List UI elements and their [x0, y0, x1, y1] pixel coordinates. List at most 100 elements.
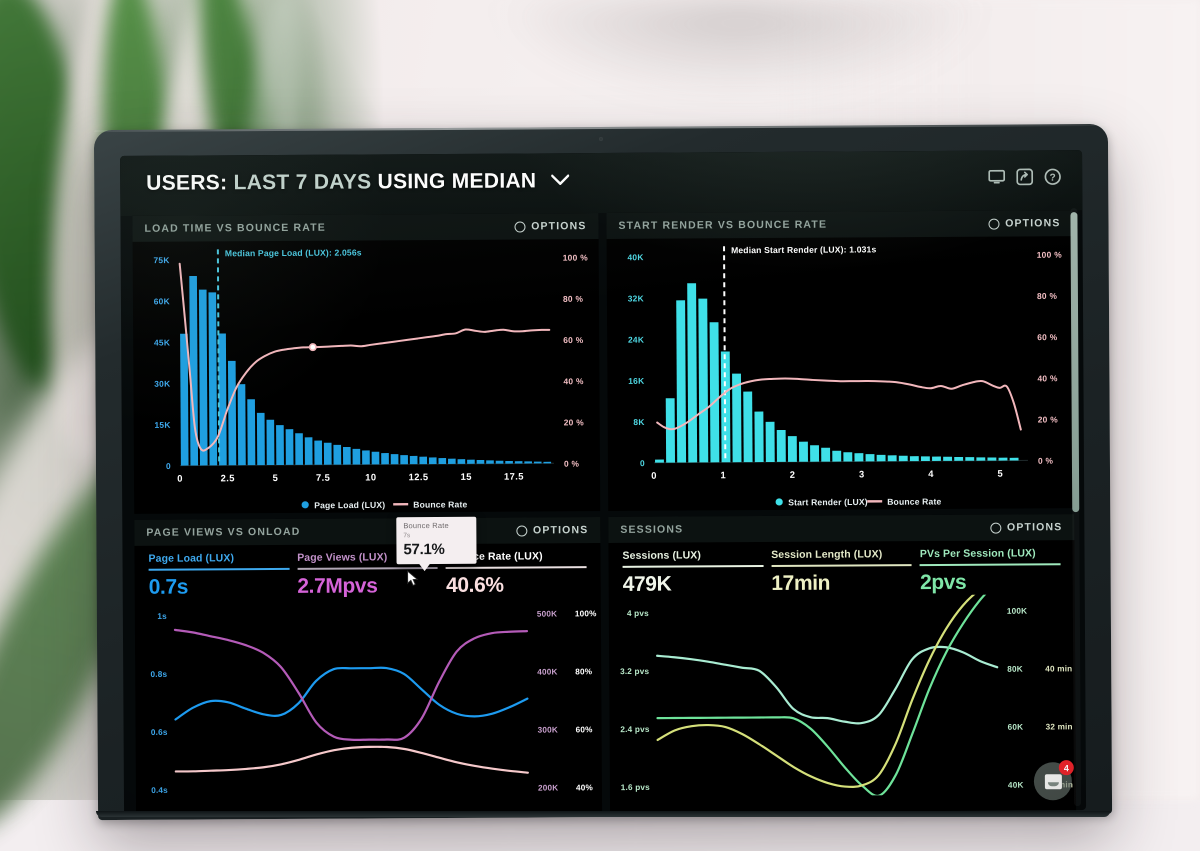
bar[interactable] — [1010, 458, 1019, 461]
bar[interactable] — [534, 462, 542, 464]
chevron-down-icon[interactable] — [551, 174, 569, 185]
bar[interactable] — [458, 459, 466, 464]
bar[interactable] — [467, 460, 475, 464]
y-axis-right-tick-b: 32 min — [1046, 722, 1073, 731]
bar[interactable] — [372, 452, 380, 465]
panel-title: LOAD TIME VS BOUNCE RATE — [144, 222, 325, 235]
bar[interactable] — [266, 420, 274, 465]
bar[interactable] — [353, 449, 361, 465]
metric-value: 0.7s — [149, 574, 290, 599]
help-icon[interactable]: ? — [1043, 167, 1062, 186]
bar[interactable] — [954, 457, 963, 461]
bar[interactable] — [676, 300, 686, 462]
bar[interactable] — [362, 450, 370, 464]
bar[interactable] — [496, 461, 504, 464]
bar[interactable] — [419, 457, 427, 464]
bar[interactable] — [854, 453, 863, 461]
bar[interactable] — [324, 443, 332, 465]
bar[interactable] — [655, 460, 664, 463]
gear-icon — [988, 218, 999, 229]
options-button[interactable]: OPTIONS — [516, 524, 588, 536]
bar[interactable] — [448, 459, 456, 464]
bar[interactable] — [333, 445, 341, 465]
bar[interactable] — [238, 384, 246, 465]
bar[interactable] — [743, 392, 752, 463]
series-line[interactable] — [175, 627, 528, 740]
series-line[interactable] — [175, 666, 527, 719]
bar[interactable] — [932, 457, 941, 461]
bar[interactable] — [821, 448, 830, 462]
bar[interactable] — [515, 461, 523, 463]
bar[interactable] — [754, 412, 763, 463]
bar[interactable] — [999, 458, 1008, 461]
bar[interactable] — [921, 456, 930, 461]
series-line[interactable] — [657, 646, 997, 724]
bar[interactable] — [799, 442, 808, 462]
bar[interactable] — [381, 453, 389, 464]
bar[interactable] — [391, 454, 399, 464]
bar[interactable] — [343, 447, 351, 465]
bar[interactable] — [199, 290, 208, 466]
options-button[interactable]: OPTIONS — [988, 217, 1060, 229]
bar[interactable] — [524, 461, 532, 463]
bar[interactable] — [543, 462, 551, 464]
options-button[interactable]: OPTIONS — [514, 220, 586, 232]
bar[interactable] — [843, 452, 852, 461]
bar[interactable] — [438, 458, 446, 464]
bar[interactable] — [810, 445, 819, 462]
options-button[interactable]: OPTIONS — [990, 521, 1062, 533]
page-title[interactable]: USERS: LAST 7 DAYS USING MEDIAN — [146, 169, 569, 196]
bar[interactable] — [943, 457, 952, 461]
bar[interactable] — [228, 361, 236, 465]
series-line[interactable] — [176, 745, 528, 774]
bar[interactable] — [400, 455, 408, 464]
bar[interactable] — [286, 429, 294, 465]
chart-page-views-vs-onload[interactable]: 0.4s0.6s0.8s1s200K300K400K500K40%60%80%1… — [135, 597, 602, 800]
bar[interactable] — [486, 460, 494, 463]
chat-widget-button[interactable]: 4 — [1034, 762, 1072, 800]
series-line[interactable] — [657, 594, 998, 797]
bar[interactable] — [687, 283, 697, 462]
share-icon[interactable] — [1015, 167, 1034, 186]
data-point-marker[interactable] — [310, 344, 316, 350]
bar[interactable] — [766, 422, 775, 462]
metric-card[interactable]: Sessions (LUX) 479K — [622, 549, 763, 596]
monitor-icon[interactable] — [987, 168, 1006, 187]
bar[interactable] — [314, 441, 322, 465]
metric-card[interactable]: Page Load (LUX) 0.7s — [148, 552, 289, 599]
bar[interactable] — [477, 460, 485, 464]
bar[interactable] — [788, 436, 797, 462]
metric-card[interactable]: Session Length (LUX) 17min — [771, 548, 912, 595]
bar[interactable] — [698, 299, 708, 463]
bar[interactable] — [832, 451, 841, 462]
bar[interactable] — [910, 456, 919, 461]
bar[interactable] — [410, 456, 418, 464]
bar[interactable] — [305, 437, 313, 465]
metric-card[interactable]: PVs Per Session (LUX) 2pvs — [920, 547, 1061, 594]
options-label: OPTIONS — [533, 524, 588, 536]
bar[interactable] — [276, 425, 284, 465]
bar[interactable] — [218, 333, 226, 465]
bar[interactable] — [877, 455, 886, 461]
series-line[interactable] — [657, 594, 998, 788]
y-axis-right-tick: 100 % — [563, 252, 589, 262]
bar[interactable] — [987, 458, 996, 461]
bar[interactable] — [666, 398, 675, 462]
bar[interactable] — [777, 430, 786, 462]
bar[interactable] — [899, 456, 908, 461]
y-axis-right-tick: 100 % — [1037, 250, 1063, 260]
bar[interactable] — [965, 457, 974, 461]
bar[interactable] — [505, 461, 513, 464]
bar[interactable] — [429, 457, 437, 464]
y-axis-right-tick-b: 40% — [576, 783, 594, 792]
bar[interactable] — [257, 413, 265, 465]
bar[interactable] — [888, 455, 897, 461]
bar[interactable] — [976, 457, 985, 460]
bar[interactable] — [866, 454, 875, 461]
bar[interactable] — [710, 322, 720, 462]
bar[interactable] — [247, 399, 255, 465]
bar[interactable] — [295, 433, 303, 465]
